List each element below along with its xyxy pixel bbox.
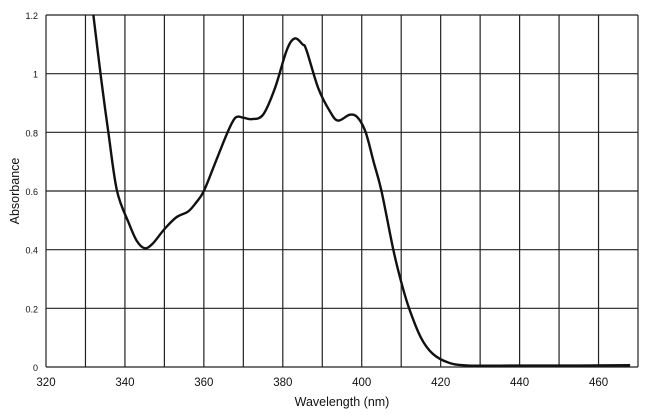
x-tick-label: 400 bbox=[352, 377, 371, 389]
y-tick-label: 0.8 bbox=[25, 128, 38, 138]
y-tick-label: 1.2 bbox=[25, 11, 38, 21]
x-axis-label: Wavelength (nm) bbox=[295, 395, 390, 409]
x-tick-label: 360 bbox=[194, 377, 213, 389]
x-tick-label: 460 bbox=[589, 377, 608, 389]
y-tick-label: 0.4 bbox=[25, 246, 38, 256]
x-tick-label: 380 bbox=[273, 377, 292, 389]
y-tick-label: 0.2 bbox=[25, 304, 38, 314]
y-tick-label: 0.6 bbox=[25, 187, 38, 197]
x-tick-label: 320 bbox=[36, 377, 55, 389]
y-tick-label: 0 bbox=[33, 363, 38, 373]
grid bbox=[45, 14, 639, 368]
y-axis-label: Absorbance bbox=[8, 158, 22, 225]
x-tick-label: 420 bbox=[431, 377, 450, 389]
x-tick-label: 440 bbox=[510, 377, 529, 389]
y-tick-label: 1 bbox=[33, 70, 38, 80]
tick-labels: 320 340 360 380 400 420 440 460 0 0.2 0.4 0.6 0.8 1 1.… bbox=[25, 11, 608, 389]
x-tick-label: 340 bbox=[115, 377, 134, 389]
series-line-absorbance bbox=[92, 14, 631, 367]
